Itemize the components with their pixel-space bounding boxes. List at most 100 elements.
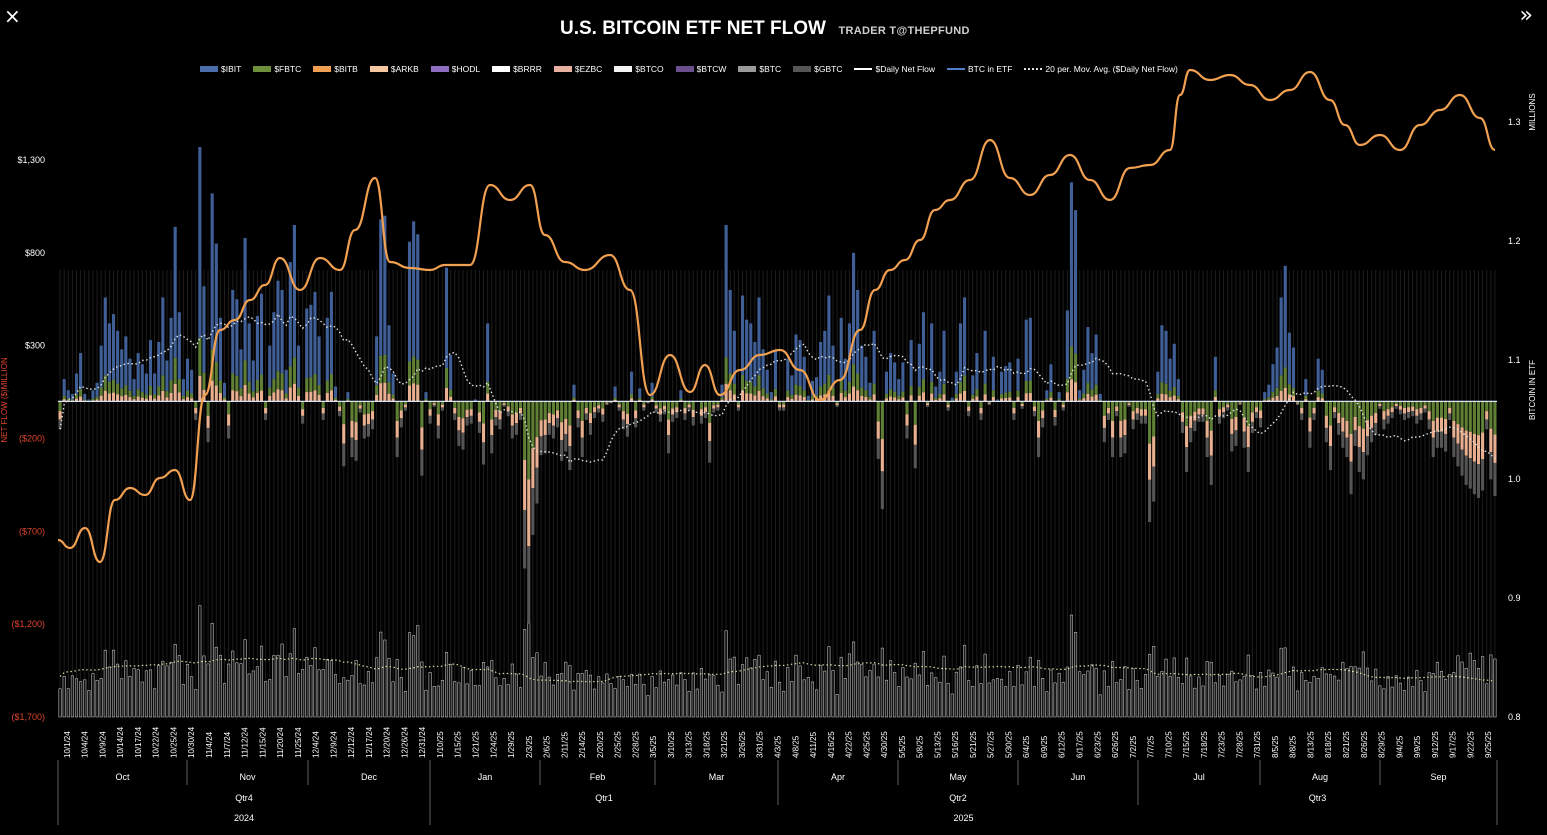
volume-bar	[333, 674, 338, 718]
gbtc-bar	[457, 430, 461, 446]
ibit-bar	[317, 336, 321, 386]
gbtc-bar	[671, 414, 675, 422]
gbtc-bar	[498, 419, 502, 430]
volume-bar	[942, 655, 946, 718]
arkb-bar	[662, 405, 666, 410]
volume-bar	[157, 665, 161, 718]
ibit-bar	[70, 393, 74, 400]
month-label: Apr	[831, 772, 845, 782]
ibit-bar	[424, 392, 428, 400]
x-tick-label: 9/12/25	[1431, 731, 1440, 758]
ibit-bar	[412, 221, 416, 357]
fbtc-bar	[765, 393, 769, 399]
volume-bar	[1444, 678, 1448, 718]
gbtc-bar	[1374, 423, 1378, 435]
fbtc-bar	[1222, 401, 1226, 408]
fbtc-bar	[239, 388, 243, 397]
ibit-bar	[132, 379, 136, 396]
volume-bar	[116, 663, 120, 718]
fbtc-bar	[757, 375, 761, 391]
arkb-bar	[1464, 430, 1468, 456]
gbtc-bar	[1493, 462, 1497, 497]
ibit-bar	[1057, 392, 1061, 400]
volume-bar	[1222, 685, 1226, 718]
volume-bar	[91, 673, 95, 718]
ibit-bar	[950, 397, 954, 401]
fbtc-bar	[843, 390, 847, 398]
ibit-bar	[1304, 379, 1308, 396]
gbtc-bar	[1394, 406, 1398, 409]
fbtc-bar	[379, 355, 383, 384]
volume-bar	[1123, 666, 1127, 718]
arkb-bar	[851, 386, 856, 402]
volume-bar	[1176, 677, 1180, 718]
gbtc-bar	[1209, 455, 1213, 485]
fbtc-bar	[1123, 401, 1127, 420]
legend-swatch	[200, 66, 218, 72]
volume-bar	[132, 668, 136, 718]
volume-bar	[868, 670, 872, 718]
volume-bar	[1452, 672, 1456, 718]
fbtc-bar	[876, 401, 880, 422]
fbtc-bar	[551, 401, 555, 415]
arkb-bar	[621, 411, 625, 420]
arkb-bar	[666, 419, 671, 436]
volume-bar	[852, 641, 856, 718]
arkb-bar	[514, 413, 518, 424]
arkb-bar	[428, 409, 432, 416]
x-tick-label: 4/8/25	[791, 735, 800, 758]
ibit-bar	[831, 345, 835, 388]
ibit-bar	[235, 299, 239, 376]
arkb-bar	[856, 390, 860, 402]
legend-label: $BTCW	[696, 64, 727, 74]
ibit-bar	[111, 314, 116, 380]
ibit-bar	[728, 289, 732, 374]
fbtc-bar	[272, 379, 276, 393]
ibit-bar	[280, 289, 284, 374]
arkb-bar	[1152, 436, 1156, 467]
fbtc-bar	[1353, 401, 1357, 417]
right-axis-tick: 1.1	[1508, 355, 1521, 365]
arkb-bar	[1213, 396, 1217, 402]
gbtc-bar	[1189, 427, 1193, 443]
fbtc-bar	[518, 401, 523, 408]
fbtc-bar	[938, 393, 942, 399]
fbtc-bar	[428, 401, 432, 410]
gbtc-bar	[1444, 433, 1448, 452]
volume-bar	[490, 660, 494, 718]
legend-swatch	[675, 66, 694, 72]
legend-swatch	[430, 66, 449, 72]
volume-bar	[884, 679, 888, 718]
ibit-bar	[444, 267, 449, 368]
fbtc-bar	[1127, 401, 1131, 404]
arkb-bar	[321, 407, 325, 414]
arkb-bar	[1407, 407, 1411, 413]
arkb-bar	[1037, 420, 1041, 438]
left-axis-tick: ($1,200)	[11, 619, 45, 629]
volume-bar	[576, 672, 580, 718]
close-icon[interactable]: ×	[4, 4, 21, 28]
volume-bar	[1016, 665, 1020, 718]
volume-bar	[531, 657, 535, 718]
arkb-bar	[157, 395, 161, 402]
arkb-bar	[810, 399, 815, 402]
arkb-bar	[1267, 399, 1271, 402]
month-label: Oct	[115, 772, 130, 782]
volume-bar	[1374, 668, 1378, 718]
gbtc-bar	[366, 424, 370, 437]
arkb-bar	[1341, 417, 1345, 432]
volume-bar	[1135, 680, 1139, 718]
expand-icon[interactable]: »	[1519, 3, 1533, 28]
volume-bar	[741, 664, 745, 718]
legend-label: $BRRR	[513, 64, 542, 74]
arkb-bar	[296, 395, 301, 402]
gbtc-bar	[564, 433, 568, 452]
volume-bar	[1431, 673, 1435, 718]
arkb-bar	[1193, 411, 1197, 421]
arkb-bar	[1185, 426, 1189, 448]
fbtc-bar	[1119, 401, 1123, 421]
volume-bar	[1234, 681, 1238, 718]
arkb-bar	[1283, 387, 1287, 402]
volume-bar	[1226, 673, 1230, 718]
volume-bar	[1032, 686, 1036, 718]
